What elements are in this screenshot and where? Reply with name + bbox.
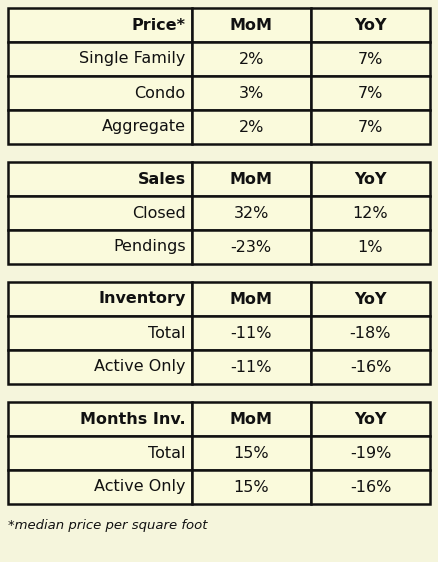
Text: Active Only: Active Only <box>94 479 186 495</box>
Text: 2%: 2% <box>239 120 264 134</box>
Text: YoY: YoY <box>354 171 387 187</box>
Text: YoY: YoY <box>354 292 387 306</box>
Text: 2%: 2% <box>239 52 264 66</box>
Text: 7%: 7% <box>358 52 383 66</box>
Text: -11%: -11% <box>230 325 272 341</box>
Bar <box>311 470 430 504</box>
Text: 15%: 15% <box>233 479 269 495</box>
Bar <box>8 76 191 110</box>
Bar <box>191 196 311 230</box>
Text: Single Family: Single Family <box>79 52 186 66</box>
Text: Total: Total <box>148 325 186 341</box>
Text: -23%: -23% <box>231 239 272 255</box>
Bar <box>311 42 430 76</box>
Bar <box>311 436 430 470</box>
Text: 7%: 7% <box>358 120 383 134</box>
Bar <box>191 110 311 144</box>
Text: -11%: -11% <box>230 360 272 374</box>
Bar <box>8 42 191 76</box>
Bar <box>311 162 430 196</box>
Bar <box>311 230 430 264</box>
Text: MoM: MoM <box>230 411 273 427</box>
Text: Active Only: Active Only <box>94 360 186 374</box>
Text: MoM: MoM <box>230 292 273 306</box>
Bar <box>191 162 311 196</box>
Text: Sales: Sales <box>138 171 186 187</box>
Bar <box>8 436 191 470</box>
Bar <box>191 350 311 384</box>
Text: 12%: 12% <box>353 206 389 220</box>
Text: -18%: -18% <box>350 325 391 341</box>
Text: 3%: 3% <box>239 85 264 101</box>
Text: -16%: -16% <box>350 360 391 374</box>
Bar <box>311 8 430 42</box>
Text: YoY: YoY <box>354 411 387 427</box>
Bar <box>311 76 430 110</box>
Bar <box>311 196 430 230</box>
Bar <box>191 8 311 42</box>
Text: 1%: 1% <box>358 239 383 255</box>
Bar <box>191 230 311 264</box>
Bar <box>311 110 430 144</box>
Text: Condo: Condo <box>134 85 186 101</box>
Text: 32%: 32% <box>233 206 269 220</box>
Bar <box>191 436 311 470</box>
Bar <box>8 282 191 316</box>
Text: Inventory: Inventory <box>98 292 186 306</box>
Bar <box>191 42 311 76</box>
Bar <box>8 162 191 196</box>
Text: Aggregate: Aggregate <box>102 120 186 134</box>
Bar <box>8 196 191 230</box>
Text: 7%: 7% <box>358 85 383 101</box>
Bar <box>191 76 311 110</box>
Text: YoY: YoY <box>354 17 387 33</box>
Bar <box>8 402 191 436</box>
Bar <box>311 402 430 436</box>
Text: MoM: MoM <box>230 171 273 187</box>
Text: 15%: 15% <box>233 446 269 460</box>
Bar <box>191 282 311 316</box>
Bar <box>311 316 430 350</box>
Text: -19%: -19% <box>350 446 391 460</box>
Bar <box>311 282 430 316</box>
Text: Pendings: Pendings <box>113 239 186 255</box>
Bar <box>8 470 191 504</box>
Bar <box>311 350 430 384</box>
Text: Months Inv.: Months Inv. <box>80 411 186 427</box>
Bar <box>191 316 311 350</box>
Bar <box>191 402 311 436</box>
Text: Total: Total <box>148 446 186 460</box>
Bar <box>8 316 191 350</box>
Bar <box>191 470 311 504</box>
Text: MoM: MoM <box>230 17 273 33</box>
Bar <box>8 8 191 42</box>
Text: *median price per square foot: *median price per square foot <box>8 519 208 532</box>
Bar <box>8 350 191 384</box>
Text: -16%: -16% <box>350 479 391 495</box>
Text: Price*: Price* <box>131 17 186 33</box>
Bar <box>8 110 191 144</box>
Bar <box>8 230 191 264</box>
Text: Closed: Closed <box>132 206 186 220</box>
